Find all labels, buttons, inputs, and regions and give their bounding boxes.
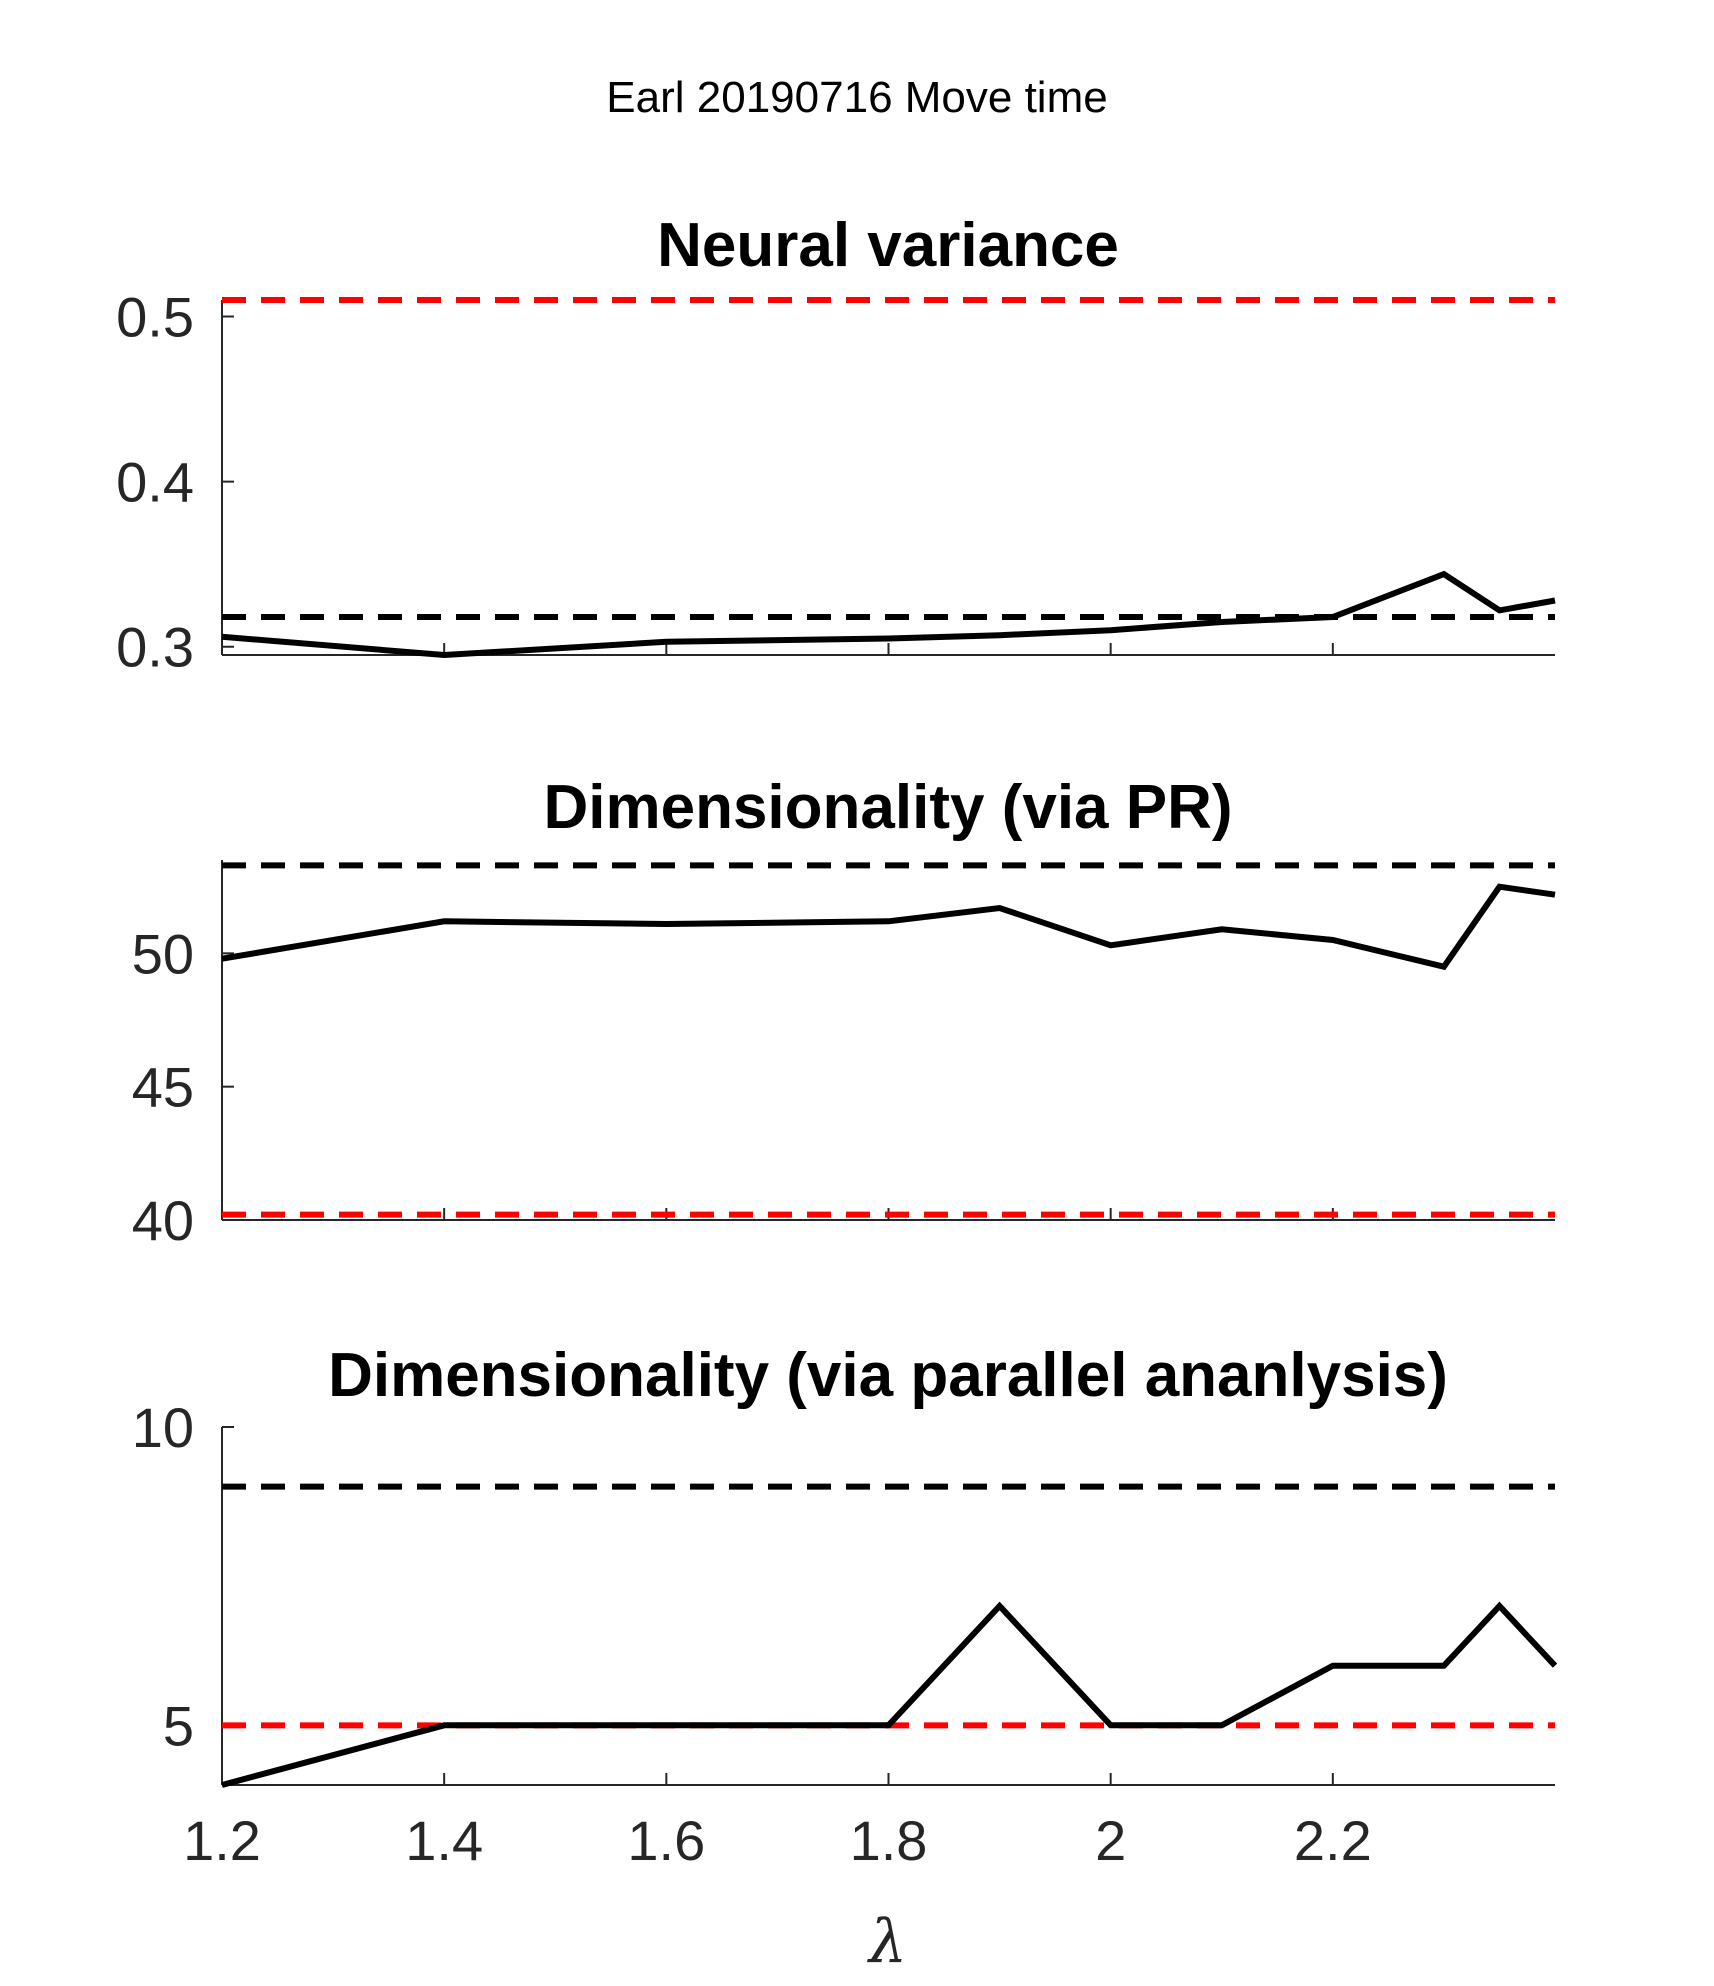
y-tick-label: 40 [132,1189,194,1252]
y-tick-label: 0.3 [116,616,194,679]
panel-title: Dimensionality (via PR) [543,773,1232,842]
y-tick-label: 45 [132,1056,194,1119]
x-tick-label: 1.4 [405,1809,483,1872]
series-line [221,1601,1558,1788]
x-tick-label: 2.2 [1294,1809,1372,1872]
x-tick-label: 1.2 [183,1809,261,1872]
y-tick-label: 0.4 [116,451,194,514]
y-tick-label: 10 [132,1396,194,1459]
x-tick-label: 2 [1095,1809,1126,1872]
x-tick-label: 1.6 [627,1809,705,1872]
x-axis-label: λ [867,1907,907,1977]
y-tick-label: 0.5 [116,286,194,349]
y-tick-label: 5 [163,1694,194,1757]
panel-dimensionality-parallel: Dimensionality (via parallel ananlysis) … [132,1341,1558,1872]
series-line [221,883,1556,971]
panel-neural-variance: Neural variance 0.3 0.4 0.5 [116,211,1556,679]
panel-title: Dimensionality (via parallel ananlysis) [328,1341,1448,1410]
series-line [221,570,1556,659]
y-tick-label: 50 [132,922,194,985]
figure-title: Earl 20190716 Move time [606,73,1107,122]
panel-title: Neural variance [657,211,1119,280]
x-tick-label: 1.8 [850,1809,928,1872]
panel-dimensionality-pr: Dimensionality (via PR) 40 45 50 [132,773,1556,1252]
